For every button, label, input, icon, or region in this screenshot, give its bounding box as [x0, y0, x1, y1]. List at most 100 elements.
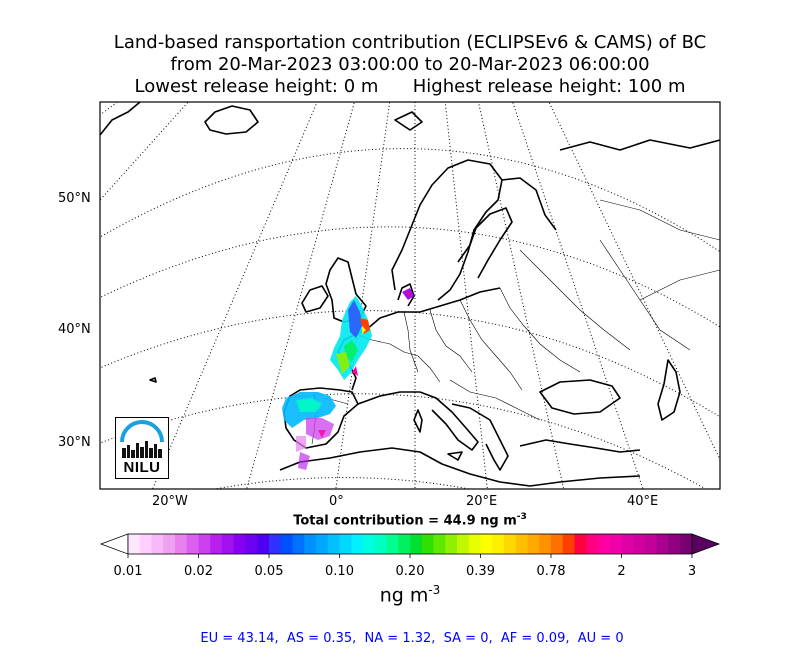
colorbar-cell: [445, 534, 458, 554]
border-3: [429, 309, 473, 373]
colorbar-cell: [609, 534, 622, 554]
colorbar-cell: [668, 534, 681, 554]
colorbar-cell: [351, 534, 364, 554]
coast-barents: [559, 139, 720, 151]
cb-tick-label: 2: [617, 564, 626, 579]
colorbar-cell: [421, 534, 434, 554]
colorbar-cell: [186, 534, 199, 554]
colorbar-cell: [562, 534, 575, 554]
colorbar-cell: [386, 534, 399, 554]
nilu-logo: NILU: [115, 417, 169, 479]
coast-balkans: [451, 403, 509, 471]
colorbar-cell: [374, 534, 387, 554]
cb-tick-label: 0.78: [536, 564, 566, 579]
border-4: [459, 299, 523, 391]
colorbar-cell: [398, 534, 411, 554]
colorbar-cell: [339, 534, 352, 554]
cb-tick-label: 0.39: [466, 564, 495, 579]
coast-north-africa: [279, 447, 641, 487]
map-layer: [100, 102, 720, 489]
coast-denmark: [397, 283, 415, 307]
meridian-30e: [477, 102, 565, 489]
colorbar-cell: [433, 534, 446, 554]
total-contribution-exponent: -3: [516, 512, 527, 522]
colorbar-cell: [292, 534, 305, 554]
colorbar-cell: [151, 534, 164, 554]
colorbar-cell: [139, 534, 152, 554]
colorbar-extend-left: [99, 533, 129, 555]
colorbar-cell: [645, 534, 658, 554]
colorbar-cell: [457, 534, 470, 554]
colorbar-cells: [128, 534, 693, 554]
colorbar-cell: [515, 534, 528, 554]
logo-text: NILU: [123, 459, 161, 476]
colorbar-cell: [222, 534, 235, 554]
total-contribution-text: Total contribution = 44.9 ng m: [293, 513, 517, 529]
colorbar: [99, 533, 721, 558]
colorbar-cell: [245, 534, 258, 554]
cb-tick-label: 3: [687, 564, 697, 579]
coast-gulf-lion: [357, 391, 420, 405]
unit-exponent: -3: [428, 583, 441, 597]
coast-azores: [149, 377, 157, 383]
colorbar-cell: [128, 534, 141, 554]
border-2: [403, 311, 419, 373]
coast-italy: [419, 391, 479, 451]
colorbar-cell: [633, 534, 646, 554]
colorbar-cell: [480, 534, 493, 554]
colorbar-cell: [656, 534, 669, 554]
colorbar-cell: [363, 534, 376, 554]
coast-svalbard: [394, 111, 423, 131]
colorbar-cell: [410, 534, 423, 554]
colorbar-ticks: [127, 554, 693, 558]
coast-scandinavia-west: [391, 159, 503, 301]
colorbar-cell: [327, 534, 340, 554]
coast-sicily: [447, 451, 463, 461]
colorbar-cell: [210, 534, 223, 554]
lon-label-40e: 40°E: [627, 494, 659, 509]
colorbar-cell: [598, 534, 611, 554]
cb-tick-label: 0.20: [395, 564, 425, 579]
coast-iceland: [204, 105, 259, 135]
colorbar-cell: [621, 534, 634, 554]
lat-label-40n: 40°N: [58, 322, 91, 337]
title-line-2: from 20-Mar-2023 03:00:00 to 20-Mar-2023…: [170, 54, 650, 75]
border-5: [499, 287, 581, 373]
colorbar-cell: [198, 534, 211, 554]
total-contribution-label: Total contribution = 44.9 ng m-3: [200, 512, 620, 528]
colorbar-cell: [316, 534, 329, 554]
colorbar-cell: [163, 534, 176, 554]
coast-sardinia: [413, 409, 423, 433]
cb-tick-label: 0.05: [254, 564, 284, 579]
lon-label-20e: 20°E: [466, 494, 498, 509]
colorbar-extend-right: [691, 533, 721, 555]
meridian-40e: [512, 102, 644, 489]
lat-line-40: [100, 310, 720, 418]
colorbar-cell: [586, 534, 599, 554]
lat-label-50n: 50°N: [58, 191, 91, 206]
country-borders: [311, 199, 720, 445]
colorbar-cell: [492, 534, 505, 554]
border-8: [449, 379, 541, 421]
logo-skyline-icon: [122, 441, 162, 458]
logo-arc-icon: [120, 420, 164, 443]
border-1: [355, 333, 441, 383]
coast-caspian: [657, 359, 681, 421]
coast-ireland: [301, 285, 329, 313]
title-line-1: Land-based ransportation contribution (E…: [113, 32, 707, 53]
colorbar-cell: [551, 534, 564, 554]
colorbar-cell: [257, 534, 270, 554]
meridian-20w: [152, 102, 318, 489]
lon-label-0: 0°: [329, 494, 344, 509]
colorbar-cell: [280, 534, 293, 554]
concentration-plume: [282, 288, 414, 470]
cb-tick-label: 0.02: [184, 564, 213, 579]
meridian-40w: [100, 102, 189, 201]
colorbar-cell: [680, 534, 693, 554]
coast-iberia: [283, 387, 359, 449]
colorbar-cell: [527, 534, 540, 554]
colorbar-cell: [304, 534, 317, 554]
unit-text: ng m: [379, 584, 429, 607]
title-line-3: Lowest release height: 0 m Highest relea…: [134, 76, 686, 97]
